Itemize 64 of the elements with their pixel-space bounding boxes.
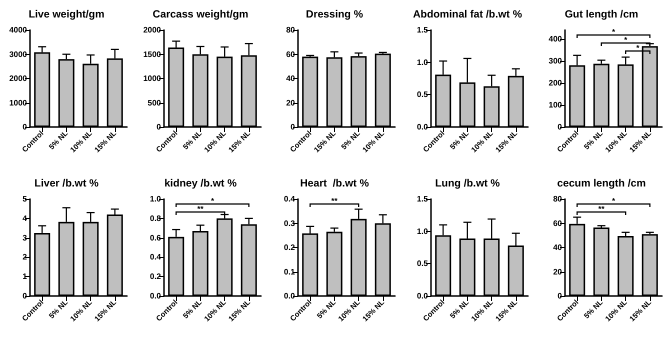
chart-title: Live weight/gm [28, 8, 104, 20]
y-tick-label: 40 [553, 243, 563, 252]
chart-title: Lung /b.wt % [436, 178, 501, 190]
y-tick-label: 1.5 [417, 26, 429, 34]
y-tick-label: 80 [553, 194, 563, 204]
significance-bracket: * [600, 36, 651, 46]
chart-title: Heart /b.wt % [300, 178, 370, 190]
significance-bracket: ** [576, 204, 626, 215]
annotation: ** [197, 204, 204, 214]
annotation: * [612, 28, 616, 36]
chart-title: Gut length /cm [564, 8, 638, 20]
y-tick-label: 60 [553, 218, 563, 228]
y-tick-label: 400 [548, 34, 563, 44]
chart-title: cecum length /cm [557, 178, 646, 190]
y-tick-label: 4000 [9, 26, 28, 34]
chart-title: Carcass weight/gm [152, 8, 248, 20]
y-tick-label: 0.5 [417, 90, 429, 100]
y-tick-label: 60 [286, 50, 296, 59]
y-tick-label: 1.0 [417, 226, 429, 236]
y-tick-label: 2000 [9, 74, 28, 83]
y-tick-label: 0.0 [417, 292, 429, 300]
y-tick-label: 0.6 [150, 233, 162, 242]
y-tick-label: 20 [286, 98, 296, 108]
y-tick-label: 1.0 [417, 58, 429, 67]
y-tick-label: 1000 [143, 74, 162, 83]
y-tick-label: 0.0 [417, 122, 429, 132]
chart-title: Dressing % [306, 8, 364, 20]
significance-bracket: * [625, 44, 651, 54]
y-tick-label: 2 [22, 252, 28, 262]
annotation: * [636, 44, 640, 52]
y-tick-label: 1000 [9, 98, 28, 108]
significance-bracket: * [576, 28, 651, 38]
y-tick-label: 0.1 [283, 267, 296, 276]
annotation: * [624, 36, 628, 44]
y-tick-label: 0.0 [283, 292, 296, 300]
y-tick-label: 0.0 [150, 292, 162, 300]
y-tick-label: 0.8 [150, 214, 162, 223]
significance-bracket: ** [309, 196, 359, 207]
y-tick-label: 20 [553, 267, 563, 276]
annotation: ** [330, 196, 338, 206]
significance-bracket: ** [175, 204, 226, 215]
y-tick-label: 40 [286, 74, 296, 83]
chart-title: kidney /b.wt % [164, 178, 238, 190]
y-tick-label: 80 [286, 26, 296, 34]
y-tick-label: 3000 [9, 50, 28, 59]
y-tick-label: 1.5 [417, 194, 429, 204]
annotation: * [210, 196, 215, 206]
chart-title: Liver /b.wt % [34, 178, 100, 190]
annotation: ** [598, 204, 606, 214]
chart-title: Abdominal fat /b.wt % [413, 8, 524, 20]
annotation: * [612, 196, 616, 206]
y-tick-label: 0.2 [150, 272, 162, 282]
y-tick-label: 200 [548, 78, 563, 88]
y-tick-label: 0.3 [283, 218, 296, 228]
significance-bracket: * [576, 196, 651, 207]
significance-bracket: * [175, 196, 250, 207]
y-tick-label: 1500 [143, 50, 162, 59]
y-tick-label: 500 [147, 98, 162, 108]
y-tick-label: 0.5 [417, 259, 429, 268]
y-tick-label: 2000 [143, 26, 162, 34]
y-tick-label: 100 [548, 100, 563, 110]
y-tick-label: 1.0 [150, 194, 162, 204]
y-tick-label: 300 [548, 56, 563, 66]
y-tick-label: 0.2 [283, 243, 296, 252]
